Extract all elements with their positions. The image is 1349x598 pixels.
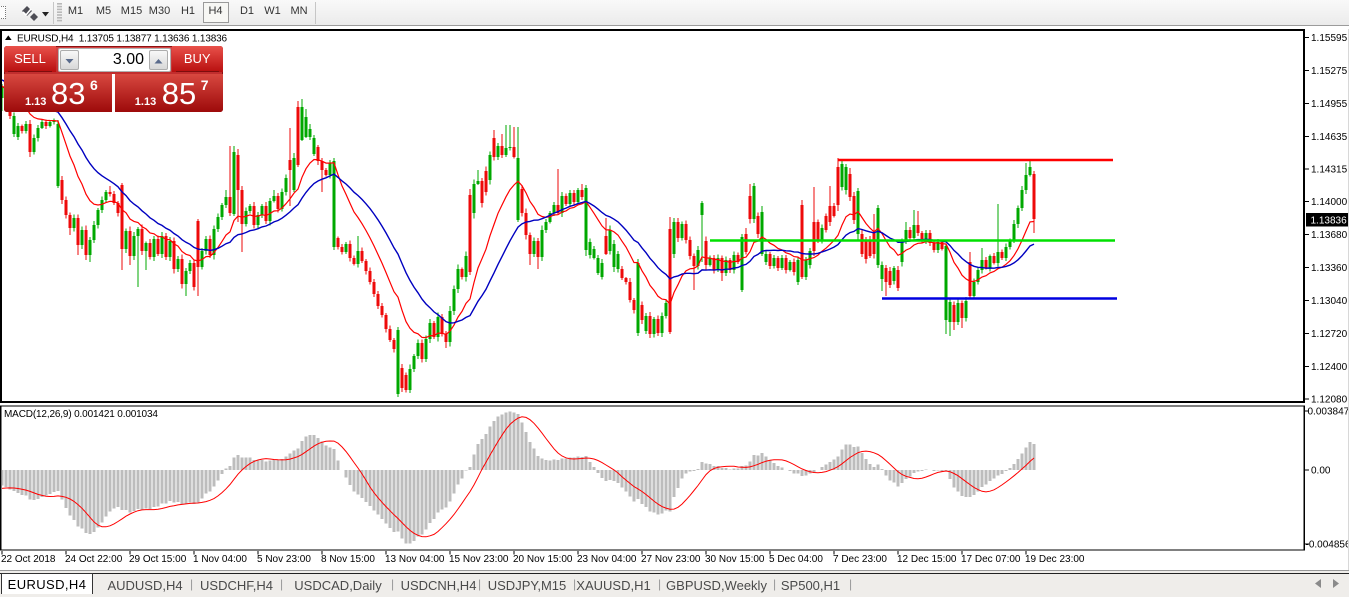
svg-text:15 Nov 23:00: 15 Nov 23:00 [449,554,509,565]
svg-text:MACD(12,26,9) 0.001421 0.00103: MACD(12,26,9) 0.001421 0.001034 [4,409,158,420]
svg-text:5 Dec 04:00: 5 Dec 04:00 [769,554,823,565]
svg-text:7 Dec 23:00: 7 Dec 23:00 [833,554,887,565]
svg-text:1.14000: 1.14000 [1311,197,1348,208]
svg-text:24 Oct 22:00: 24 Oct 22:00 [65,554,123,565]
svg-text:19 Dec 23:00: 19 Dec 23:00 [1025,554,1085,565]
svg-text:1.14955: 1.14955 [1311,99,1348,110]
svg-text:29 Oct 15:00: 29 Oct 15:00 [129,554,187,565]
svg-text:0.003847: 0.003847 [1308,407,1349,418]
svg-text:1.13680: 1.13680 [1311,230,1348,241]
svg-text:20 Nov 15:00: 20 Nov 15:00 [513,554,573,565]
svg-text:1.13836: 1.13836 [1311,216,1348,227]
svg-text:30 Nov 15:00: 30 Nov 15:00 [705,554,765,565]
svg-text:-0.004856: -0.004856 [1306,540,1349,551]
svg-text:27 Nov 23:00: 27 Nov 23:00 [641,554,701,565]
svg-text:5 Nov 23:00: 5 Nov 23:00 [257,554,311,565]
svg-text:1.13040: 1.13040 [1311,296,1348,307]
svg-text:1.12400: 1.12400 [1311,362,1348,373]
svg-text:1.14315: 1.14315 [1311,165,1348,176]
svg-text:1.15275: 1.15275 [1311,66,1348,77]
svg-text:17 Dec 07:00: 17 Dec 07:00 [961,554,1021,565]
svg-text:1 Nov 04:00: 1 Nov 04:00 [193,554,247,565]
svg-text:1.13360: 1.13360 [1311,263,1348,274]
svg-text:0.00: 0.00 [1311,466,1331,477]
svg-text:1.12080: 1.12080 [1311,395,1348,406]
svg-text:1.15595: 1.15595 [1311,33,1348,44]
svg-text:22 Oct 2018: 22 Oct 2018 [1,554,56,565]
svg-text:23 Nov 04:00: 23 Nov 04:00 [577,554,637,565]
svg-text:13 Nov 04:00: 13 Nov 04:00 [385,554,445,565]
svg-text:1.12720: 1.12720 [1311,329,1348,340]
svg-text:8 Nov 15:00: 8 Nov 15:00 [321,554,375,565]
svg-text:12 Dec 15:00: 12 Dec 15:00 [897,554,957,565]
svg-text:EURUSD,H4 1.13705 1.13877 1.1: EURUSD,H4 1.13705 1.13877 1.13636 1.1383… [17,34,228,45]
svg-text:1.14635: 1.14635 [1311,132,1348,143]
